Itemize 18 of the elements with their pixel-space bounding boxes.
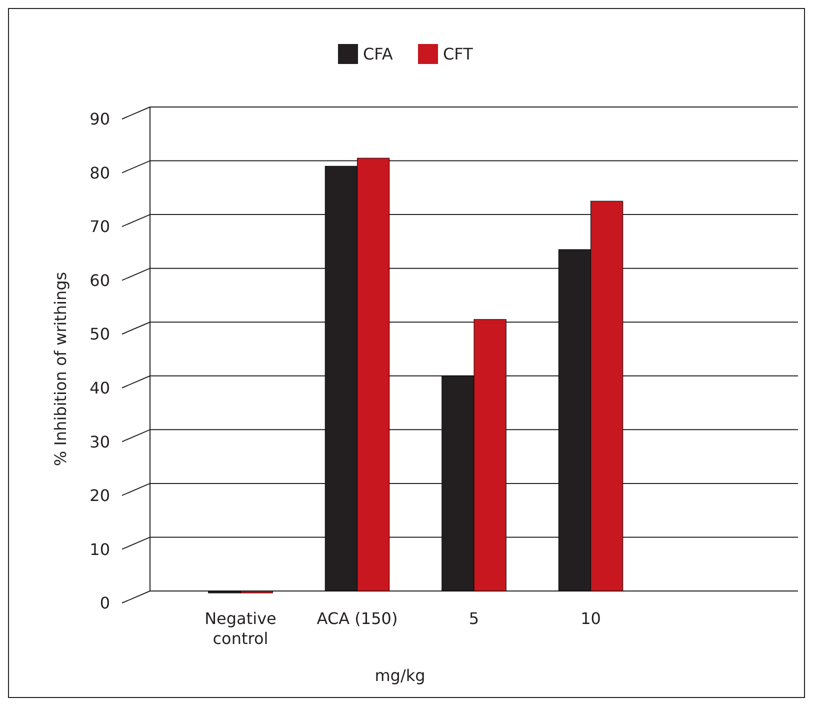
y-tick-label: 90 [90,110,110,129]
y-tick-label: 70 [90,217,110,236]
y-tick-label: 50 [90,324,110,344]
x-tick-label: ACA (150) [316,609,398,628]
legend-label: CFA [363,44,393,64]
y-tick-label: 80 [90,163,110,182]
y-tick-label: 10 [90,540,110,559]
legend-label: CFT [443,44,474,64]
y-axis-title: % Inhibition of writhings [51,272,70,466]
x-axis-title: mg/kg [374,666,426,685]
x-tick-label: 10 [580,609,601,628]
y-tick-label: 60 [90,270,110,290]
y-tick-label: 40 [90,378,110,398]
x-tick-label: Negative control [204,609,276,648]
y-tick-label: 20 [90,486,110,506]
x-tick-label: 5 [468,609,480,628]
y-tick-label: 0 [100,594,110,613]
y-tick-label: 30 [90,432,110,452]
